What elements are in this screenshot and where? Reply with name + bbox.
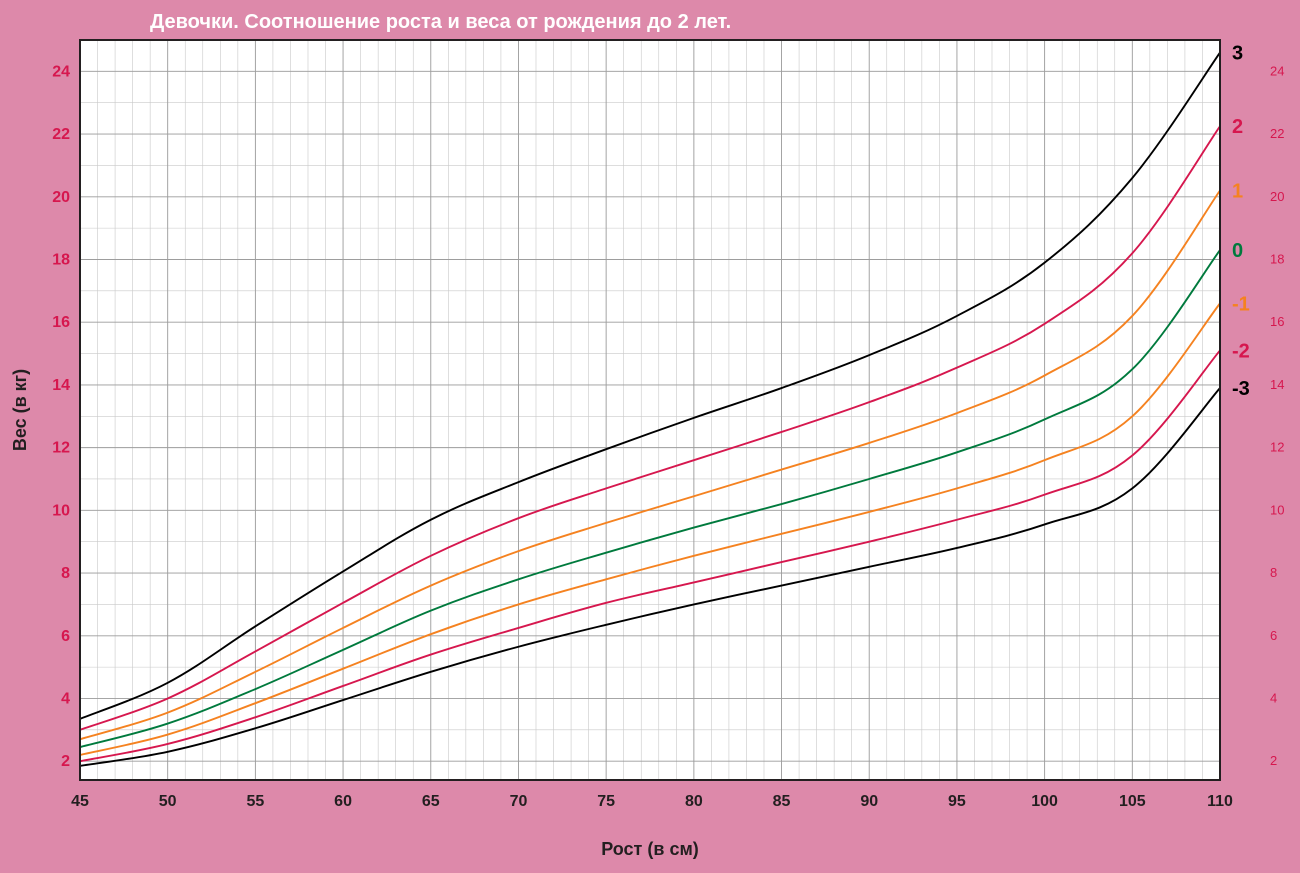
ytick-left: 18: [52, 251, 70, 268]
xtick: 75: [597, 793, 615, 810]
series-label--2: -2: [1232, 340, 1250, 362]
series-label-0: 0: [1232, 240, 1243, 262]
ytick-right: 20: [1270, 189, 1284, 204]
ytick-left: 2: [61, 753, 70, 770]
series-label-1: 1: [1232, 181, 1243, 203]
xtick: 45: [71, 793, 89, 810]
ytick-right: 10: [1270, 502, 1284, 517]
xtick: 90: [860, 793, 878, 810]
ytick-left: 24: [52, 63, 70, 80]
series-label--3: -3: [1232, 378, 1250, 400]
series-label-2: 2: [1232, 116, 1243, 138]
ytick-left: 8: [61, 565, 70, 582]
ytick-left: 14: [52, 377, 70, 394]
xtick: 85: [773, 793, 791, 810]
xtick: 95: [948, 793, 966, 810]
ytick-left: 12: [52, 440, 70, 457]
ytick-right: 18: [1270, 251, 1284, 266]
ytick-right: 2: [1270, 753, 1277, 768]
ytick-right: 6: [1270, 628, 1277, 643]
x-axis-label: Рост (в см): [601, 839, 699, 859]
xtick: 105: [1119, 793, 1146, 810]
xtick: 100: [1031, 793, 1058, 810]
plot-bg: [80, 40, 1220, 780]
series-label--1: -1: [1232, 293, 1250, 315]
y-axis-label: Вес (в кг): [10, 369, 30, 451]
ytick-right: 4: [1270, 690, 1277, 705]
growth-chart: 2468101214161820222424681012141618202224…: [0, 0, 1300, 873]
ytick-left: 6: [61, 628, 70, 645]
ytick-right: 22: [1270, 126, 1284, 141]
xtick: 55: [246, 793, 264, 810]
ytick-left: 20: [52, 189, 70, 206]
xtick: 60: [334, 793, 352, 810]
ytick-right: 24: [1270, 63, 1284, 78]
chart-title: Девочки. Соотношение роста и веса от рож…: [150, 11, 731, 33]
ytick-left: 10: [52, 502, 70, 519]
xtick: 80: [685, 793, 703, 810]
ytick-right: 16: [1270, 314, 1284, 329]
xtick: 110: [1207, 793, 1233, 810]
ytick-left: 16: [52, 314, 70, 331]
xtick: 70: [510, 793, 528, 810]
xtick: 50: [159, 793, 177, 810]
series-label-3: 3: [1232, 43, 1243, 65]
ytick-right: 8: [1270, 565, 1277, 580]
ytick-left: 22: [52, 126, 70, 143]
ytick-right: 12: [1270, 440, 1284, 455]
ytick-right: 14: [1270, 377, 1284, 392]
ytick-left: 4: [61, 690, 70, 707]
xtick: 65: [422, 793, 440, 810]
